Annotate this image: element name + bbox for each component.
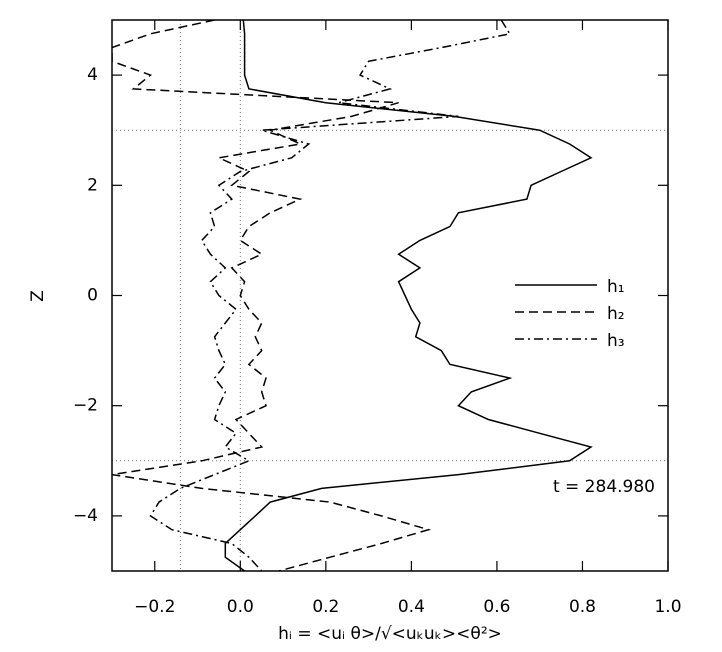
y-axis-label: Z [28, 290, 48, 302]
legend-label: h₂ [607, 304, 625, 324]
y-tick-label: 4 [87, 65, 98, 85]
series-line [149, 20, 512, 571]
y-tick-label: 0 [87, 286, 98, 306]
x-tick-label: 1.0 [654, 597, 681, 617]
x-tick-label: 0.6 [483, 597, 510, 617]
y-tick-label: −2 [73, 396, 98, 416]
y-tick-label: 2 [87, 175, 98, 195]
legend-label: h₁ [607, 277, 625, 297]
x-tick-label: 0.8 [569, 597, 596, 617]
series-line [112, 20, 432, 571]
annotation: t = 284.980 [553, 477, 655, 497]
x-tick-label: 0.2 [312, 597, 339, 617]
x-tick-label: 0.4 [398, 597, 425, 617]
x-tick-label: −0.2 [134, 597, 175, 617]
y-tick-label: −4 [73, 506, 98, 526]
legend-label: h₃ [607, 331, 625, 351]
x-tick-label: 0.0 [227, 597, 254, 617]
series-line [224, 20, 593, 571]
x-axis-label: hᵢ = <uᵢ θ>/√<uₖuₖ><θ²> [278, 624, 502, 644]
plot-area [112, 20, 668, 571]
